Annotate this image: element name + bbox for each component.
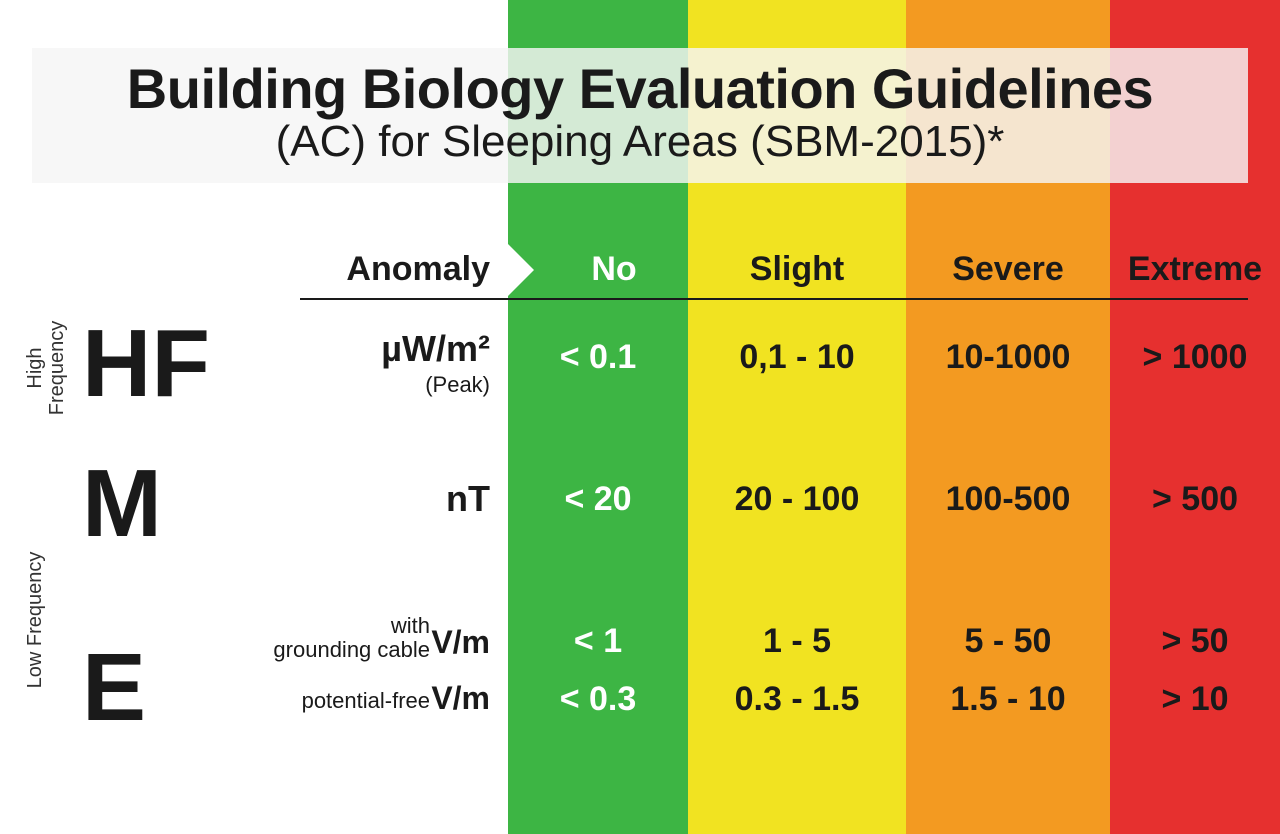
cell-hf-no: < 0.1 [508, 338, 688, 377]
title-block: Building Biology Evaluation Guidelines (… [32, 48, 1248, 183]
row-symbol-e: E [82, 640, 146, 736]
cell-e1-severe: 5 - 50 [906, 622, 1110, 661]
unit-hf-sub: (Peak) [280, 372, 490, 398]
unit-e1: V/m [430, 624, 490, 661]
column-header-row: Anomaly No Slight Severe Extreme [0, 244, 1280, 304]
header-rule [300, 298, 1248, 300]
cell-e2-slight: 0.3 - 1.5 [688, 680, 906, 719]
cell-m-extreme: > 500 [1110, 480, 1280, 519]
row-symbol-m: M [82, 456, 162, 552]
cell-e1-extreme: > 50 [1110, 622, 1280, 661]
unit-e2: V/m [430, 680, 490, 717]
cell-hf-slight: 0,1 - 10 [688, 338, 906, 377]
cell-m-no: < 20 [508, 480, 688, 519]
cell-e2-extreme: > 10 [1110, 680, 1280, 719]
side-label-high-frequency: HighFrequency [24, 308, 68, 428]
cell-e1-no: < 1 [508, 622, 688, 661]
cell-m-slight: 20 - 100 [688, 480, 906, 519]
side-label-low-frequency: Low Frequency [24, 470, 46, 770]
col-head-slight: Slight [688, 250, 906, 289]
unit-m: nT [280, 478, 490, 520]
unit-e1-label: withgrounding cable [230, 614, 430, 662]
cell-e1-slight: 1 - 5 [688, 622, 906, 661]
cell-e2-no: < 0.3 [508, 680, 688, 719]
cell-m-severe: 100-500 [906, 480, 1110, 519]
unit-hf: µW/m² [280, 328, 490, 370]
cell-hf-severe: 10-1000 [906, 338, 1110, 377]
col-head-no: No [540, 250, 688, 289]
arrow-notch-icon [508, 244, 534, 296]
title-sub: (AC) for Sleeping Areas (SBM-2015)* [32, 117, 1248, 167]
unit-e2-label: potential-free [230, 688, 430, 714]
row-symbol-hf: HF [82, 316, 210, 412]
title-main: Building Biology Evaluation Guidelines [32, 56, 1248, 121]
anomaly-label: Anomaly [300, 250, 490, 289]
cell-hf-extreme: > 1000 [1110, 338, 1280, 377]
cell-e2-severe: 1.5 - 10 [906, 680, 1110, 719]
col-head-extreme: Extreme [1110, 250, 1280, 289]
col-head-severe: Severe [906, 250, 1110, 289]
